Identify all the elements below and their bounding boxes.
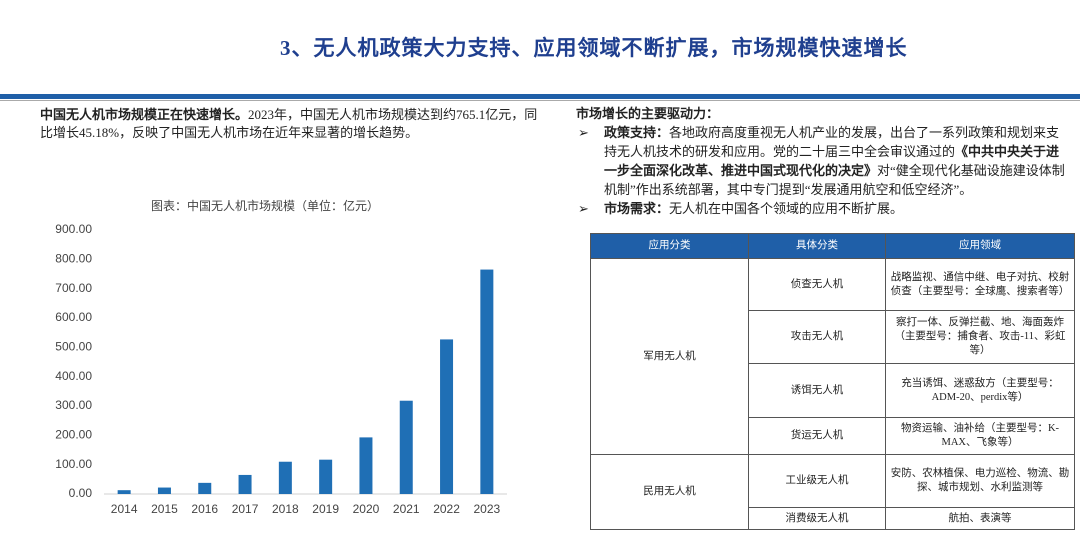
y-tick-label: 800.00 xyxy=(55,252,92,266)
header-cell: 应用分类 xyxy=(590,233,749,259)
table-row: 货运无人机 物资运输、油补给（主要型号：K-MAX、飞象等） xyxy=(591,417,1075,455)
table-row: 军用无人机 侦查无人机 战略监视、通信中继、电子对抗、校射侦查（主要型号：全球鹰、搜… xyxy=(590,258,1075,455)
x-tick-label: 2020 xyxy=(353,502,380,516)
x-tick-label: 2018 xyxy=(272,502,299,516)
table-row: 消费级无人机 航拍、表演等 xyxy=(591,507,1075,530)
chart: 图表：中国无人机市场规模（单位：亿元） 0.00 100.00 200.00 300.… xyxy=(55,198,507,516)
application-table: 应用分类 具体分类 应用领域 军用无人机 侦查无人机 战略监视、通信中继、电子对抗、校射侦… xyxy=(590,233,1075,530)
driver-bold: 《中共中央关于进一步全面深化改革、推进中国式现代化的决定》 xyxy=(604,144,1060,178)
x-tick-label: 2023 xyxy=(473,502,500,516)
group-cell: 军用无人机 xyxy=(590,258,749,455)
x-tick-label: 2016 xyxy=(191,502,218,516)
driver: 政策支持：各地政府高度重视无人机产业的发展，出台了一系列政策和规划来支持无人机技… xyxy=(578,123,1066,199)
type-cell: 消费级无人机 xyxy=(748,507,886,530)
y-tick-label: 400.00 xyxy=(55,369,92,383)
summary-text: 2023年，中国无人机市场规模达到约765.1亿元，同比增长45.18%，反映了… xyxy=(40,107,538,140)
x-tick-label: 2014 xyxy=(111,502,138,516)
bar xyxy=(157,487,171,494)
type-cell: 诱饵无人机 xyxy=(748,363,886,418)
y-tick-label: 100.00 xyxy=(55,457,92,471)
type-cell: 货运无人机 xyxy=(748,417,886,455)
bar xyxy=(198,482,212,494)
bar xyxy=(440,339,454,494)
type-cell: 攻击无人机 xyxy=(748,310,886,364)
group-cell: 民用无人机 xyxy=(590,454,749,530)
page-title: 3、无人机政策大力支持、应用领域不断扩展，市场规模快速增长 xyxy=(280,36,908,60)
driver: 市场需求：无人机在中国各个领域的应用不断扩展。 xyxy=(578,199,1066,218)
bar xyxy=(319,459,333,494)
bar xyxy=(278,461,292,494)
bar xyxy=(480,269,494,494)
type-cell: 侦查无人机 xyxy=(748,258,886,311)
y-tick-label: 900.00 xyxy=(55,222,92,236)
domain-cell: 安防、农林植保、电力巡检、物流、勘探、城市规划、水利监测等 xyxy=(885,454,1075,508)
domain-cell: 战略监视、通信中继、电子对抗、校射侦查（主要型号：全球鹰、搜索者等） xyxy=(885,258,1075,311)
table-header: 应用分类 具体分类 应用领域 xyxy=(590,233,1075,259)
domain-cell: 物资运输、油补给（主要型号：K-MAX、飞象等） xyxy=(885,417,1075,455)
y-tick-label: 500.00 xyxy=(55,340,92,354)
bar xyxy=(117,490,131,494)
y-tick-label: 600.00 xyxy=(55,310,92,324)
driver-list: 政策支持：各地政府高度重视无人机产业的发展，出台了一系列政策和规划来支持无人机技… xyxy=(576,123,1066,218)
y-tick-label: 0.00 xyxy=(69,486,93,500)
driver-label: 市场需求： xyxy=(604,201,670,216)
header-rule xyxy=(0,94,1080,99)
driver-label: 政策支持： xyxy=(604,125,670,140)
driver-text: 无人机在中国各个领域的应用不断扩展。 xyxy=(669,201,904,216)
y-tick-label: 700.00 xyxy=(55,281,92,295)
x-tick-label: 2021 xyxy=(393,502,420,516)
x-tick-label: 2019 xyxy=(312,502,339,516)
x-tick-label: 2017 xyxy=(232,502,259,516)
header-cell: 应用领域 xyxy=(885,233,1075,259)
bar xyxy=(359,437,373,494)
bar xyxy=(399,400,413,494)
driver-text: 对“健全现代化基础设施建设体制机制”作出系统部署，其中专门提到“发展通用航空和低… xyxy=(604,163,1065,197)
header-cell: 具体分类 xyxy=(748,233,886,259)
table-row: 攻击无人机 察打一体、反弹拦截、地、海面轰炸（主要型号：捕食者、攻击-11、彩虹等… xyxy=(591,310,1075,364)
header-rule-thin xyxy=(0,100,1080,101)
y-tick-label: 300.00 xyxy=(55,398,92,412)
bar xyxy=(238,474,252,494)
domain-cell: 充当诱饵、迷惑敌方（主要型号：ADM-20、perdix等） xyxy=(885,363,1075,418)
y-tick-label: 200.00 xyxy=(55,428,92,442)
table-body: 军用无人机 侦查无人机 战略监视、通信中继、电子对抗、校射侦查（主要型号：全球鹰、搜… xyxy=(590,258,1075,530)
x-tick-label: 2022 xyxy=(433,502,460,516)
summary: 中国无人机市场规模正在快速增长。2023年，中国无人机市场规模达到约765.1亿… xyxy=(40,106,550,142)
type-cell: 工业级无人机 xyxy=(748,454,886,508)
lead: 中国无人机市场规模正在快速增长。 xyxy=(40,107,249,122)
driver-text: 各地政府高度重视无人机产业的发展，出台了一系列政策和规划来支持无人机技术的研发和… xyxy=(604,125,1060,159)
domain-cell: 察打一体、反弹拦截、地、海面轰炸（主要型号：捕食者、攻击-11、彩虹等） xyxy=(885,310,1075,364)
drivers-heading: 市场增长的主要驱动力： xyxy=(576,106,720,121)
drivers: 市场增长的主要驱动力： 政策支持：各地政府高度重视无人机产业的发展，出台了一系列… xyxy=(576,104,1066,218)
table-row: 民用无人机 工业级无人机 安防、农林植保、电力巡检、物流、勘探、城市规划、水利监测等 xyxy=(590,454,1075,530)
domain-cell: 航拍、表演等 xyxy=(885,507,1075,530)
chart-title: 图表：中国无人机市场规模（单位：亿元） xyxy=(151,198,379,213)
x-tick-label: 2015 xyxy=(151,502,178,516)
